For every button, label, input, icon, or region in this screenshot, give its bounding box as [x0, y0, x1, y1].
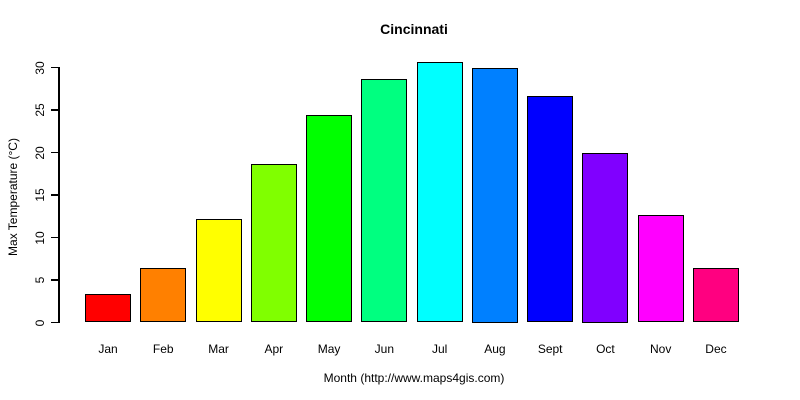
y-tick-label: 30 [33, 60, 47, 75]
x-tick-label-apr: Apr [264, 342, 284, 356]
x-tick-label-mar: Mar [208, 342, 229, 356]
bar-feb [140, 268, 187, 323]
x-axis-label: Month (http://www.maps4gis.com) [323, 371, 505, 385]
y-tick-mark [51, 194, 58, 196]
y-tick-label: 15 [33, 188, 47, 202]
y-axis-label: Max Temperature (°C) [6, 138, 20, 256]
y-tick-label: 20 [33, 145, 47, 160]
bar-dec [692, 268, 739, 323]
y-tick-label: 10 [33, 230, 47, 245]
bar-jul [416, 61, 463, 323]
x-tick-label-aug: Aug [484, 342, 506, 356]
x-tick-label-jan: Jan [98, 342, 118, 356]
y-tick-label: 5 [33, 276, 47, 284]
y-tick-mark [51, 321, 58, 324]
y-tick-mark [51, 109, 58, 111]
bar-may [306, 115, 353, 323]
x-tick-label-dec: Dec [705, 342, 727, 356]
x-tick-label-oct: Oct [596, 342, 615, 356]
bar-apr [250, 164, 297, 323]
bar-oct [582, 152, 629, 323]
y-tick-mark [51, 66, 58, 69]
y-tick-mark [51, 236, 58, 239]
y-tick-label: 25 [33, 103, 47, 117]
x-tick-label-jun: Jun [374, 342, 395, 356]
bar-mar [195, 218, 242, 323]
x-tick-label-may: May [317, 342, 341, 356]
y-tick-mark [51, 279, 58, 281]
x-tick-label-feb: Feb [152, 342, 174, 356]
bar-aug [471, 67, 518, 323]
bar-jun [361, 78, 408, 323]
y-axis-line [58, 66, 60, 324]
y-tick-label: 0 [33, 319, 47, 326]
bar-jan [85, 293, 131, 323]
y-tick-mark [51, 151, 58, 154]
bar-sept [527, 96, 574, 323]
x-tick-label-sept: Sept [537, 342, 563, 356]
x-tick-label-jul: Jul [431, 342, 448, 356]
x-tick-label-nov: Nov [650, 342, 672, 356]
bar-nov [637, 214, 684, 323]
chart-title: Cincinnati [380, 21, 448, 37]
